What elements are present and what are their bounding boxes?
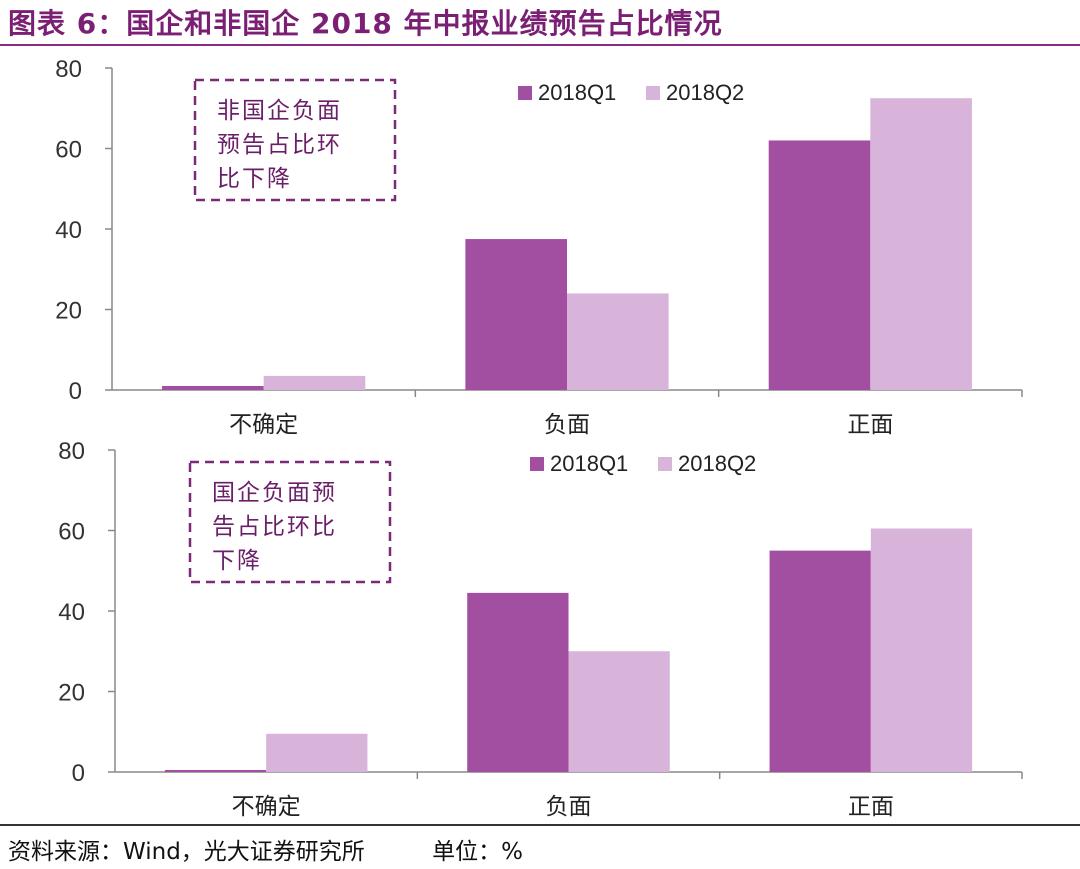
annotation-line: 告占比环比 (212, 514, 337, 540)
category-label: 不确定 (232, 794, 301, 820)
bar-2018q2-1 (263, 375, 366, 390)
bar-2018q1-3 (769, 550, 871, 772)
bar-2018q2-1 (266, 733, 368, 772)
legend-label-2018q2: 2018Q2 (666, 80, 744, 105)
legend-swatch-2018q1 (530, 457, 544, 471)
title-rule (0, 44, 1080, 46)
category-label: 正面 (847, 412, 893, 438)
legend-label-2018q1: 2018Q1 (550, 451, 628, 476)
annotation-box (188, 460, 392, 584)
annotation-line: 预告占比环 (217, 132, 342, 158)
footer: 资料来源：Wind，光大证券研究所 单位：% (8, 832, 523, 866)
category-label: 正面 (848, 794, 894, 820)
annotation-line: 非国企负面 (217, 98, 342, 124)
y-tick-label: 40 (55, 217, 82, 244)
chart-1: 0 20 40 60 80 不确定 负面 正面 2018Q1 2018Q2 非国企负面预告占比环比下… (55, 56, 1023, 438)
legend-swatch-2018q2 (646, 86, 660, 100)
y-tick-label: 40 (58, 599, 85, 626)
figure-title: 图表 6：国企和非国企 2018 年中报业绩预告占比情况 (8, 7, 723, 40)
bar-2018q1-2 (465, 239, 567, 390)
legend-label-2018q1: 2018Q1 (538, 80, 616, 105)
y-tick-label: 0 (69, 378, 82, 405)
y-tick-label: 80 (55, 56, 82, 83)
y-tick-label: 0 (72, 760, 85, 787)
legend-swatch-2018q1 (518, 86, 532, 100)
legend-label-2018q2: 2018Q2 (678, 451, 756, 476)
bar-2018q2-3 (870, 528, 973, 772)
annotation-line: 下降 (212, 548, 262, 574)
source-note: 资料来源：Wind，光大证券研究所 (8, 839, 365, 865)
bar-2018q1-3 (768, 140, 871, 390)
category-label: 负面 (546, 794, 592, 820)
legend-swatch-2018q2 (658, 457, 672, 471)
y-tick-label: 80 (58, 438, 85, 465)
annotation-line: 比下降 (217, 166, 292, 192)
bar-2018q1-2 (467, 592, 569, 772)
bar-2018q2-3 (870, 98, 972, 390)
y-tick-label: 20 (58, 680, 85, 707)
y-tick-label: 60 (58, 519, 85, 546)
unit-note: 单位：% (432, 839, 523, 865)
bar-2018q1-1 (162, 385, 264, 390)
bar-2018q2-2 (567, 293, 669, 390)
y-tick-label: 60 (55, 137, 82, 164)
y-tick-label: 20 (55, 298, 82, 325)
bar-2018q2-2 (568, 651, 670, 772)
category-label: 不确定 (229, 412, 298, 438)
footer-rule (0, 824, 1080, 826)
bar-2018q1-1 (164, 769, 267, 772)
annotation-line: 国企负面预 (212, 480, 337, 506)
category-label: 负面 (544, 412, 590, 438)
annotation-box (193, 78, 397, 202)
